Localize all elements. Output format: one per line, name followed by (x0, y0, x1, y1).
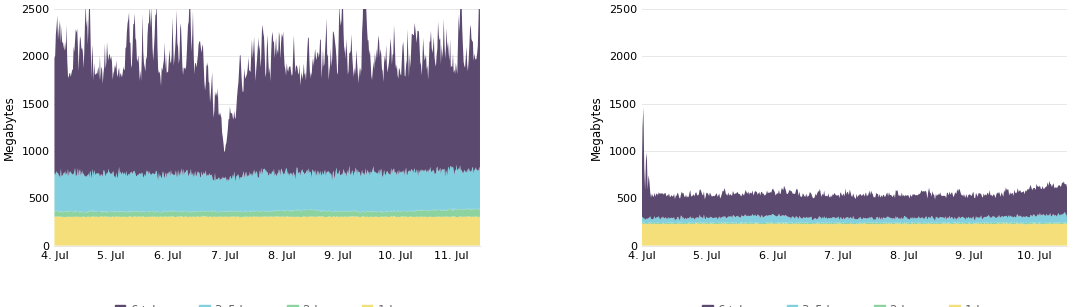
Legend: 6+ teams, 3–5 teams, 2 teams, 1 team: 6+ teams, 3–5 teams, 2 teams, 1 team (110, 299, 425, 307)
Y-axis label: Megabytes: Megabytes (3, 95, 16, 160)
Legend: 6+ teams, 3–5 teams, 2 teams, 1 team: 6+ teams, 3–5 teams, 2 teams, 1 team (697, 299, 1012, 307)
Y-axis label: Megabytes: Megabytes (590, 95, 603, 160)
